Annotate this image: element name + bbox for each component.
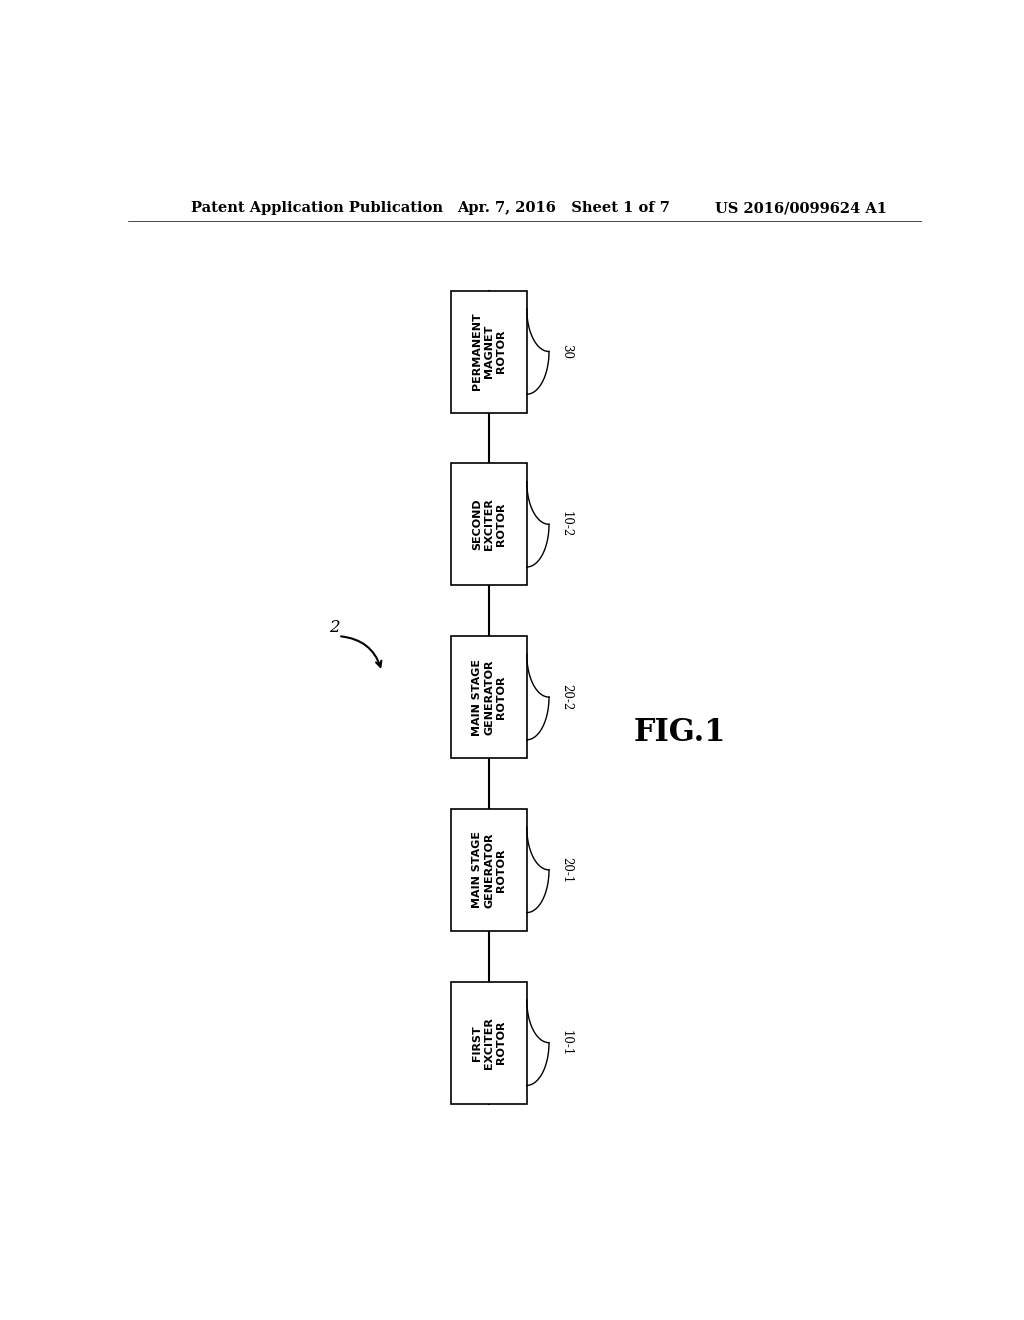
Text: 2: 2 — [329, 619, 340, 636]
Text: 20-2: 20-2 — [560, 684, 573, 710]
Text: US 2016/0099624 A1: US 2016/0099624 A1 — [715, 201, 887, 215]
Text: 10-2: 10-2 — [560, 511, 573, 537]
Text: PERMANENT
MAGNET
ROTOR: PERMANENT MAGNET ROTOR — [472, 313, 506, 391]
Text: Apr. 7, 2016   Sheet 1 of 7: Apr. 7, 2016 Sheet 1 of 7 — [458, 201, 671, 215]
Bar — [452, 809, 526, 931]
Bar — [452, 463, 526, 585]
Text: 30: 30 — [560, 345, 573, 359]
Bar — [452, 636, 526, 758]
Text: MAIN STAGE
GENERATOR
ROTOR: MAIN STAGE GENERATOR ROTOR — [472, 659, 506, 735]
Text: 20-1: 20-1 — [560, 857, 573, 883]
Text: FIG.1: FIG.1 — [634, 717, 726, 748]
Text: SECOND
EXCITER
ROTOR: SECOND EXCITER ROTOR — [472, 499, 506, 550]
Bar — [452, 290, 526, 412]
Bar — [452, 982, 526, 1104]
Text: Patent Application Publication: Patent Application Publication — [191, 201, 443, 215]
Text: 10-1: 10-1 — [560, 1030, 573, 1056]
Text: MAIN STAGE
GENERATOR
ROTOR: MAIN STAGE GENERATOR ROTOR — [472, 832, 506, 908]
Text: FIRST
EXCITER
ROTOR: FIRST EXCITER ROTOR — [472, 1016, 506, 1069]
